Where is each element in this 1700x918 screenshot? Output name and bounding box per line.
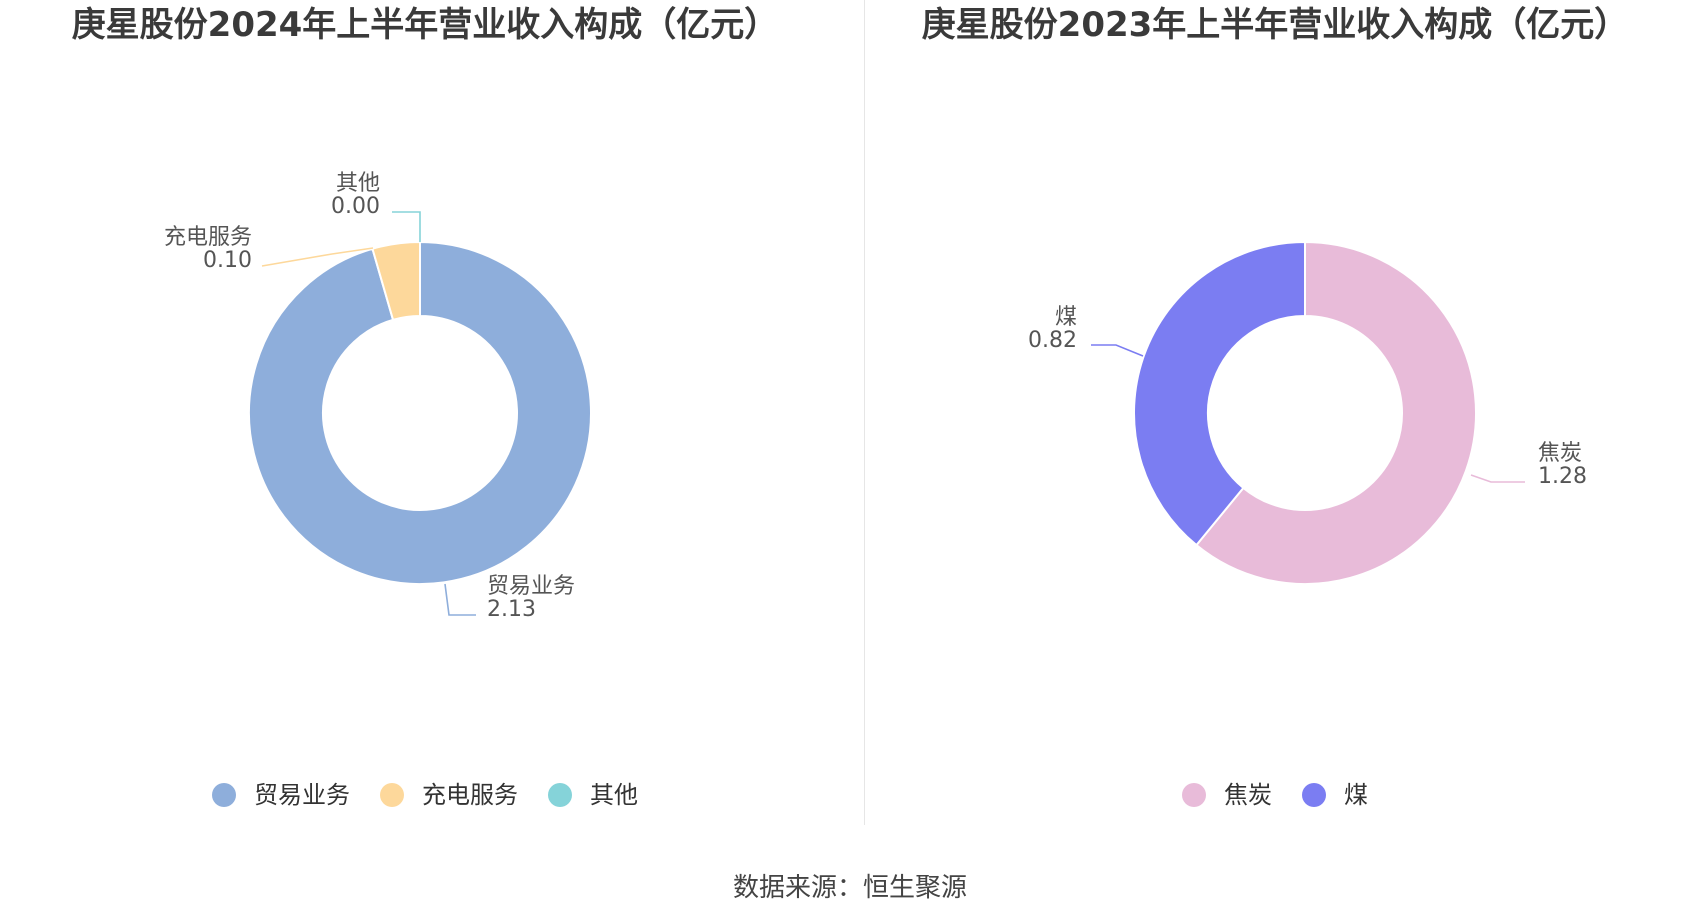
legend-label: 其他 bbox=[590, 781, 638, 809]
pie-slice-贸易业务[interactable] bbox=[248, 240, 592, 585]
legend-dot-icon bbox=[548, 783, 572, 807]
legend-item[interactable]: 贸易业务 bbox=[212, 780, 350, 810]
chart-title: 庚星股份2023年上半年营业收入构成（亿元） bbox=[921, 5, 1629, 45]
pie-slice-煤[interactable] bbox=[1133, 240, 1306, 547]
slice-label-name: 煤 bbox=[1055, 305, 1077, 330]
slice-label-value: 0.00 bbox=[331, 194, 380, 219]
donut-chart-2023: 焦炭1.28 煤0.82 bbox=[1028, 240, 1587, 585]
slice-label-name: 贸易业务 bbox=[487, 574, 575, 599]
label-leader-line bbox=[261, 247, 374, 267]
legend-dot-icon bbox=[212, 783, 236, 807]
label-leader-line bbox=[1470, 474, 1525, 483]
data-source: 数据来源：恒生聚源 bbox=[732, 873, 967, 903]
slice-label-name: 其他 bbox=[336, 171, 380, 196]
chart-panel-2024: 庚星股份2024年上半年营业收入构成（亿元） 贸易业务 2.13 充电服务 0.10 其… bbox=[0, 0, 850, 820]
slice-label-value: 0.82 bbox=[1028, 328, 1077, 353]
slice-label-value: 2.13 bbox=[487, 597, 536, 622]
legend-item[interactable]: 煤 bbox=[1302, 780, 1368, 810]
legend-label: 焦炭 bbox=[1224, 781, 1272, 809]
slice-label-value: 0.10 bbox=[203, 248, 252, 273]
chart-title: 庚星股份2024年上半年营业收入构成（亿元） bbox=[71, 5, 779, 45]
legend: 贸易业务 充电服务 其他 bbox=[0, 780, 850, 810]
legend-label: 充电服务 bbox=[422, 781, 518, 809]
slice-label-value: 1.28 bbox=[1538, 464, 1587, 489]
panel-divider bbox=[864, 0, 865, 825]
legend: 焦炭 煤 bbox=[850, 780, 1700, 810]
slice-label-name: 焦炭 bbox=[1538, 441, 1582, 466]
label-leader-line bbox=[1091, 344, 1144, 357]
legend-label: 煤 bbox=[1344, 781, 1368, 809]
pie-slice-焦炭[interactable] bbox=[1194, 240, 1477, 585]
legend-dot-icon bbox=[1302, 783, 1326, 807]
legend-item[interactable]: 其他 bbox=[548, 780, 638, 810]
legend-label: 贸易业务 bbox=[254, 781, 350, 809]
legend-item[interactable]: 焦炭 bbox=[1182, 780, 1272, 810]
label-leader-line bbox=[444, 583, 476, 616]
chart-panel-2023: 庚星股份2023年上半年营业收入构成（亿元） 焦炭 1.28 煤 0.82 焦炭煤 bbox=[850, 0, 1700, 820]
legend-item[interactable]: 充电服务 bbox=[380, 780, 518, 810]
legend-dot-icon bbox=[380, 783, 404, 807]
slice-label-name: 充电服务 bbox=[164, 225, 252, 250]
label-leader-line bbox=[392, 211, 421, 242]
legend-dot-icon bbox=[1182, 783, 1206, 807]
pie-slice-充电服务[interactable] bbox=[371, 240, 421, 322]
